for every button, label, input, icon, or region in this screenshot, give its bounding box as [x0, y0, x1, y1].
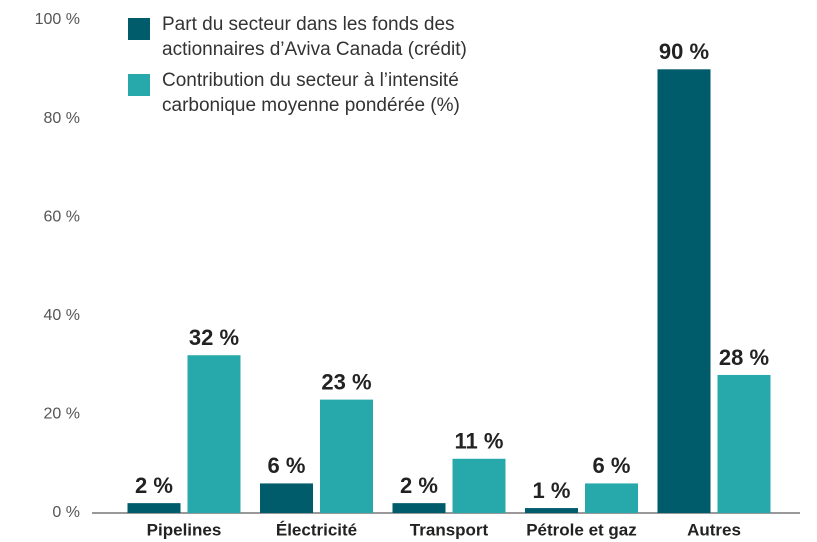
x-tick-label: Autres [687, 520, 741, 539]
y-tick-label: 0 % [52, 504, 80, 521]
bar [452, 458, 506, 513]
value-label: 32 % [189, 325, 239, 350]
bar [585, 483, 638, 513]
legend-label: Part du secteur dans les fonds des actio… [162, 14, 467, 60]
value-label: 28 % [719, 345, 769, 370]
bar [525, 508, 578, 513]
value-label: 90 % [659, 39, 709, 64]
y-tick-label: 40 % [44, 307, 80, 324]
y-tick-label: 60 % [44, 208, 80, 225]
bar [127, 503, 181, 513]
bar [657, 69, 711, 514]
y-tick-label: 20 % [44, 406, 80, 423]
value-label: 6 % [268, 453, 306, 478]
value-label: 2 % [400, 473, 438, 498]
value-label: 1 % [533, 478, 571, 503]
x-tick-label: Pétrole et gaz [526, 520, 637, 539]
x-tick-label: Transport [410, 520, 489, 539]
y-tick-label: 100 % [35, 11, 80, 28]
legend-label: Contribution du secteur à l’intensité ca… [162, 70, 460, 116]
legend-swatch [128, 18, 150, 40]
bar [187, 355, 241, 513]
value-label: 6 % [593, 453, 631, 478]
legend-swatch [128, 74, 150, 96]
legend-item: Contribution du secteur à l’intensité ca… [128, 68, 522, 118]
value-label: 11 % [455, 429, 504, 454]
x-tick-label: Électricité [276, 520, 357, 539]
value-label: 23 % [321, 369, 371, 394]
y-tick-label: 80 % [44, 110, 80, 127]
bar [260, 483, 313, 513]
x-tick-label: Pipelines [147, 520, 222, 539]
value-label: 2 % [135, 473, 173, 498]
legend: Part du secteur dans les fonds des actio… [128, 12, 528, 124]
bar [320, 399, 373, 513]
legend-item: Part du secteur dans les fonds des actio… [128, 12, 522, 62]
bar [392, 503, 446, 513]
bar [717, 374, 771, 513]
